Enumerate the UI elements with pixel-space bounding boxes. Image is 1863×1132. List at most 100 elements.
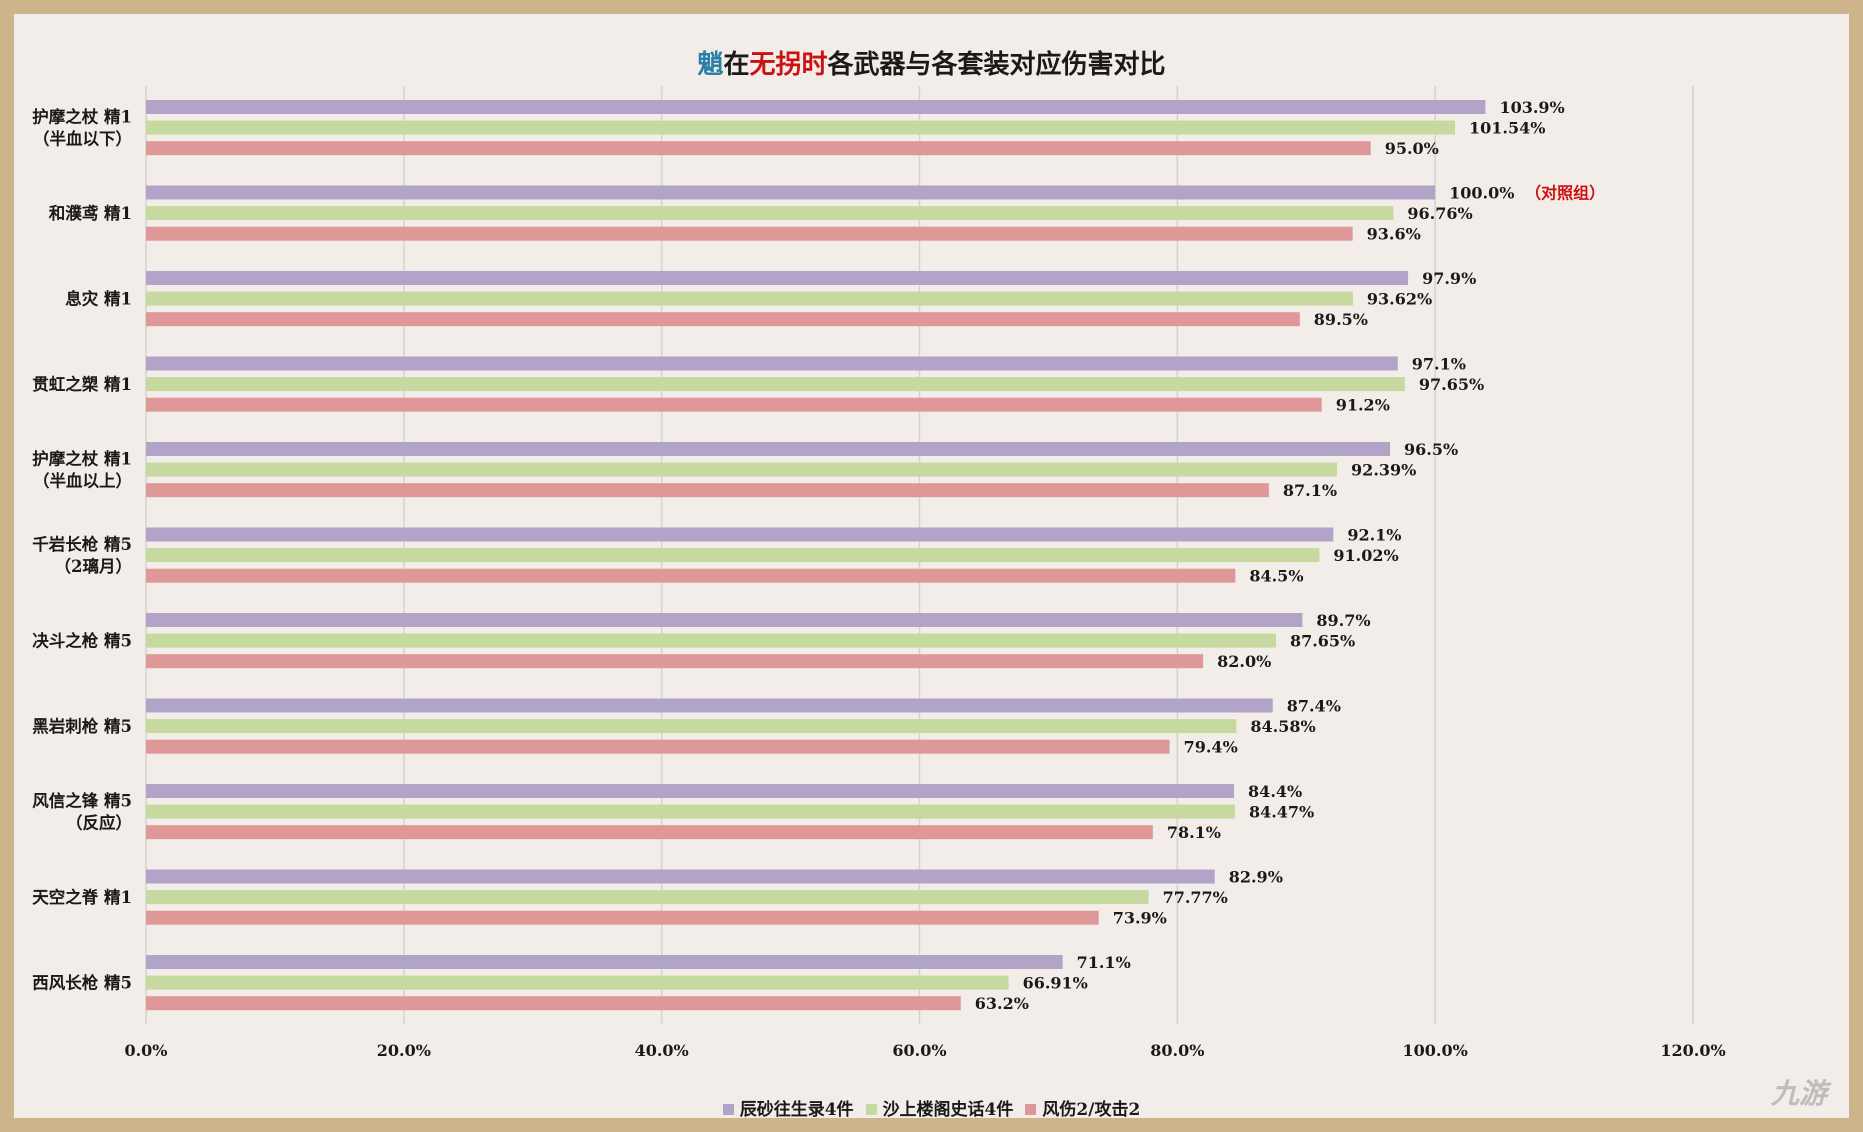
legend-item: 沙上楼阁史话4件 xyxy=(865,1095,1014,1120)
data-label: 103.9% xyxy=(1499,98,1564,117)
data-label: 97.9% xyxy=(1422,269,1476,288)
bar xyxy=(146,356,1398,371)
data-label: 82.9% xyxy=(1229,868,1283,887)
data-label: 92.1% xyxy=(1347,526,1401,545)
bar xyxy=(146,955,1063,969)
legend-swatch xyxy=(1025,1104,1037,1115)
bar xyxy=(146,462,1338,477)
category-label: 千岩长枪 精5 xyxy=(32,534,132,554)
bar xyxy=(146,825,1153,840)
bar xyxy=(146,804,1235,819)
legend-item: 辰砂往生录4件 xyxy=(722,1095,854,1120)
data-label: 89.7% xyxy=(1316,611,1370,630)
bar xyxy=(146,377,1405,392)
legend-swatch xyxy=(865,1104,877,1115)
category-label: 贯虹之槊 精1 xyxy=(32,374,132,394)
data-label: 87.1% xyxy=(1283,481,1337,500)
data-label: 84.5% xyxy=(1249,567,1303,586)
bar-chart: 0.0% 20.0% 40.0% 60.0% 80.0% 100.0% 120.0% 护摩之杖… xyxy=(32,86,1726,1060)
x-tick-label: 80.0% xyxy=(1150,1041,1204,1060)
category-label: 西风长枪 精5 xyxy=(32,973,132,993)
bar xyxy=(146,739,1170,754)
bar xyxy=(146,548,1320,563)
data-label: 66.91% xyxy=(1023,974,1088,993)
watermark-logo: 九游 xyxy=(1770,1077,1827,1110)
data-label: 101.54% xyxy=(1469,119,1545,138)
category-label: 决斗之枪 精5 xyxy=(32,631,132,651)
data-label: 100.0% xyxy=(1449,184,1514,203)
category-label: 息灾 精1 xyxy=(65,289,132,309)
bar xyxy=(146,483,1269,498)
bar xyxy=(146,226,1353,241)
data-label: 93.62% xyxy=(1367,290,1432,309)
data-label: 77.77% xyxy=(1163,888,1228,907)
data-label: 97.1% xyxy=(1412,355,1466,374)
chart-panel: 魈在无拐时各武器与各套装对应伤害对比 0.0% 20.0% 40.0% 60.0% 80… xyxy=(14,14,1849,1120)
data-label: 82.0% xyxy=(1217,652,1271,671)
data-label: 84.4% xyxy=(1248,782,1302,801)
category-label: 护摩之杖 精1 xyxy=(32,107,132,127)
bar xyxy=(146,719,1237,734)
category-label: （2璃月） xyxy=(55,556,132,576)
data-label: 71.1% xyxy=(1077,953,1131,972)
bar xyxy=(146,100,1486,114)
data-label: 73.9% xyxy=(1113,909,1167,928)
legend-swatch xyxy=(722,1104,734,1115)
data-label: 79.4% xyxy=(1184,738,1238,757)
x-tick-label: 20.0% xyxy=(377,1041,431,1060)
legend-label: 风伤2/攻击2 xyxy=(1042,1100,1141,1120)
bar xyxy=(146,890,1149,905)
chart-title: 魈在无拐时各武器与各套装对应伤害对比 xyxy=(14,44,1849,81)
bar xyxy=(146,910,1099,925)
data-label: 91.2% xyxy=(1336,396,1390,415)
x-tick-label: 40.0% xyxy=(635,1041,689,1060)
bar xyxy=(146,869,1215,884)
data-label: 91.02% xyxy=(1333,546,1398,565)
category-label: 风信之锋 精5 xyxy=(32,791,132,811)
data-label: 63.2% xyxy=(975,994,1029,1013)
category-label: （半血以上） xyxy=(33,471,132,491)
legend-label: 沙上楼阁史话4件 xyxy=(882,1100,1014,1120)
data-label: 92.39% xyxy=(1351,461,1416,480)
category-label: 和濮鸢 精1 xyxy=(49,203,132,223)
bar xyxy=(146,527,1334,542)
x-tick-label: 0.0% xyxy=(124,1041,167,1060)
bar xyxy=(146,996,961,1011)
bar xyxy=(146,613,1303,627)
data-label: 93.6% xyxy=(1367,225,1421,244)
bar xyxy=(146,206,1394,221)
data-label: 96.76% xyxy=(1407,204,1472,223)
annotation-label: （对照组） xyxy=(1525,184,1605,203)
category-label: 黑岩刺枪 精5 xyxy=(32,716,132,736)
category-label: 护摩之杖 精1 xyxy=(32,449,132,469)
category-label: （半血以下） xyxy=(33,129,132,149)
bar xyxy=(146,442,1391,456)
data-label: 97.65% xyxy=(1419,375,1484,394)
bar xyxy=(146,185,1436,200)
title-part1: 在 xyxy=(723,50,750,80)
bar xyxy=(146,698,1273,713)
bar xyxy=(146,568,1236,583)
bar xyxy=(146,397,1322,412)
bar xyxy=(146,654,1204,669)
x-tick-label: 60.0% xyxy=(892,1041,946,1060)
category-label: 天空之脊 精1 xyxy=(32,887,132,907)
legend-label: 辰砂往生录4件 xyxy=(739,1100,854,1120)
title-name: 魈 xyxy=(697,50,724,80)
bar xyxy=(146,141,1371,156)
data-label: 87.4% xyxy=(1287,697,1341,716)
bar xyxy=(146,291,1353,306)
data-label: 95.0% xyxy=(1385,139,1439,158)
data-label: 78.1% xyxy=(1167,823,1221,842)
bar xyxy=(146,120,1456,135)
x-tick-label: 120.0% xyxy=(1660,1041,1725,1060)
category-label: （反应） xyxy=(66,813,132,833)
bar xyxy=(146,784,1235,798)
bar xyxy=(146,271,1409,285)
data-label: 84.58% xyxy=(1250,717,1315,736)
bar xyxy=(146,633,1276,648)
title-highlight: 无拐时 xyxy=(749,50,828,80)
chart-legend: 辰砂往生录4件 沙上楼阁史话4件 风伤2/攻击2 xyxy=(14,1095,1849,1120)
bar xyxy=(146,312,1300,327)
x-tick-label: 100.0% xyxy=(1403,1041,1468,1060)
